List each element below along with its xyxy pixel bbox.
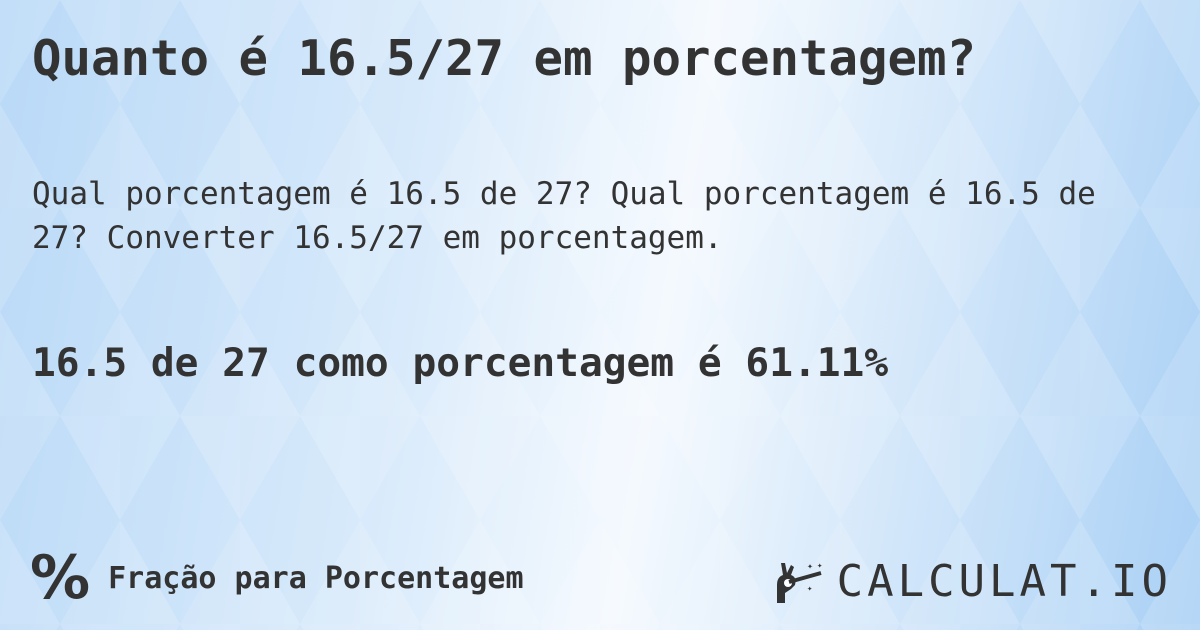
result-text: 16.5 de 27 como porcentagem é 61.11% bbox=[32, 340, 889, 386]
description: Qual porcentagem é 16.5 de 27? Qual porc… bbox=[32, 176, 1096, 256]
percent-icon: % bbox=[30, 543, 91, 613]
magic-hand-wand-icon: ✦ ✦ ✦ bbox=[776, 561, 823, 603]
svg-text:✦: ✦ bbox=[807, 584, 813, 594]
svg-text:✦: ✦ bbox=[807, 561, 813, 572]
svg-text:✦: ✦ bbox=[817, 561, 823, 571]
logo-text: CALCULAT.IO bbox=[836, 556, 1172, 607]
category-link[interactable]: % Fração para Porcentagem bbox=[30, 548, 524, 608]
category-label: Fração para Porcentagem bbox=[108, 560, 524, 596]
calculat-io-logo[interactable]: ✦ ✦ ✦ CALCULAT.IO bbox=[773, 556, 1172, 607]
page-title: Quanto é 16.5/27 em porcentagem? bbox=[32, 30, 977, 87]
